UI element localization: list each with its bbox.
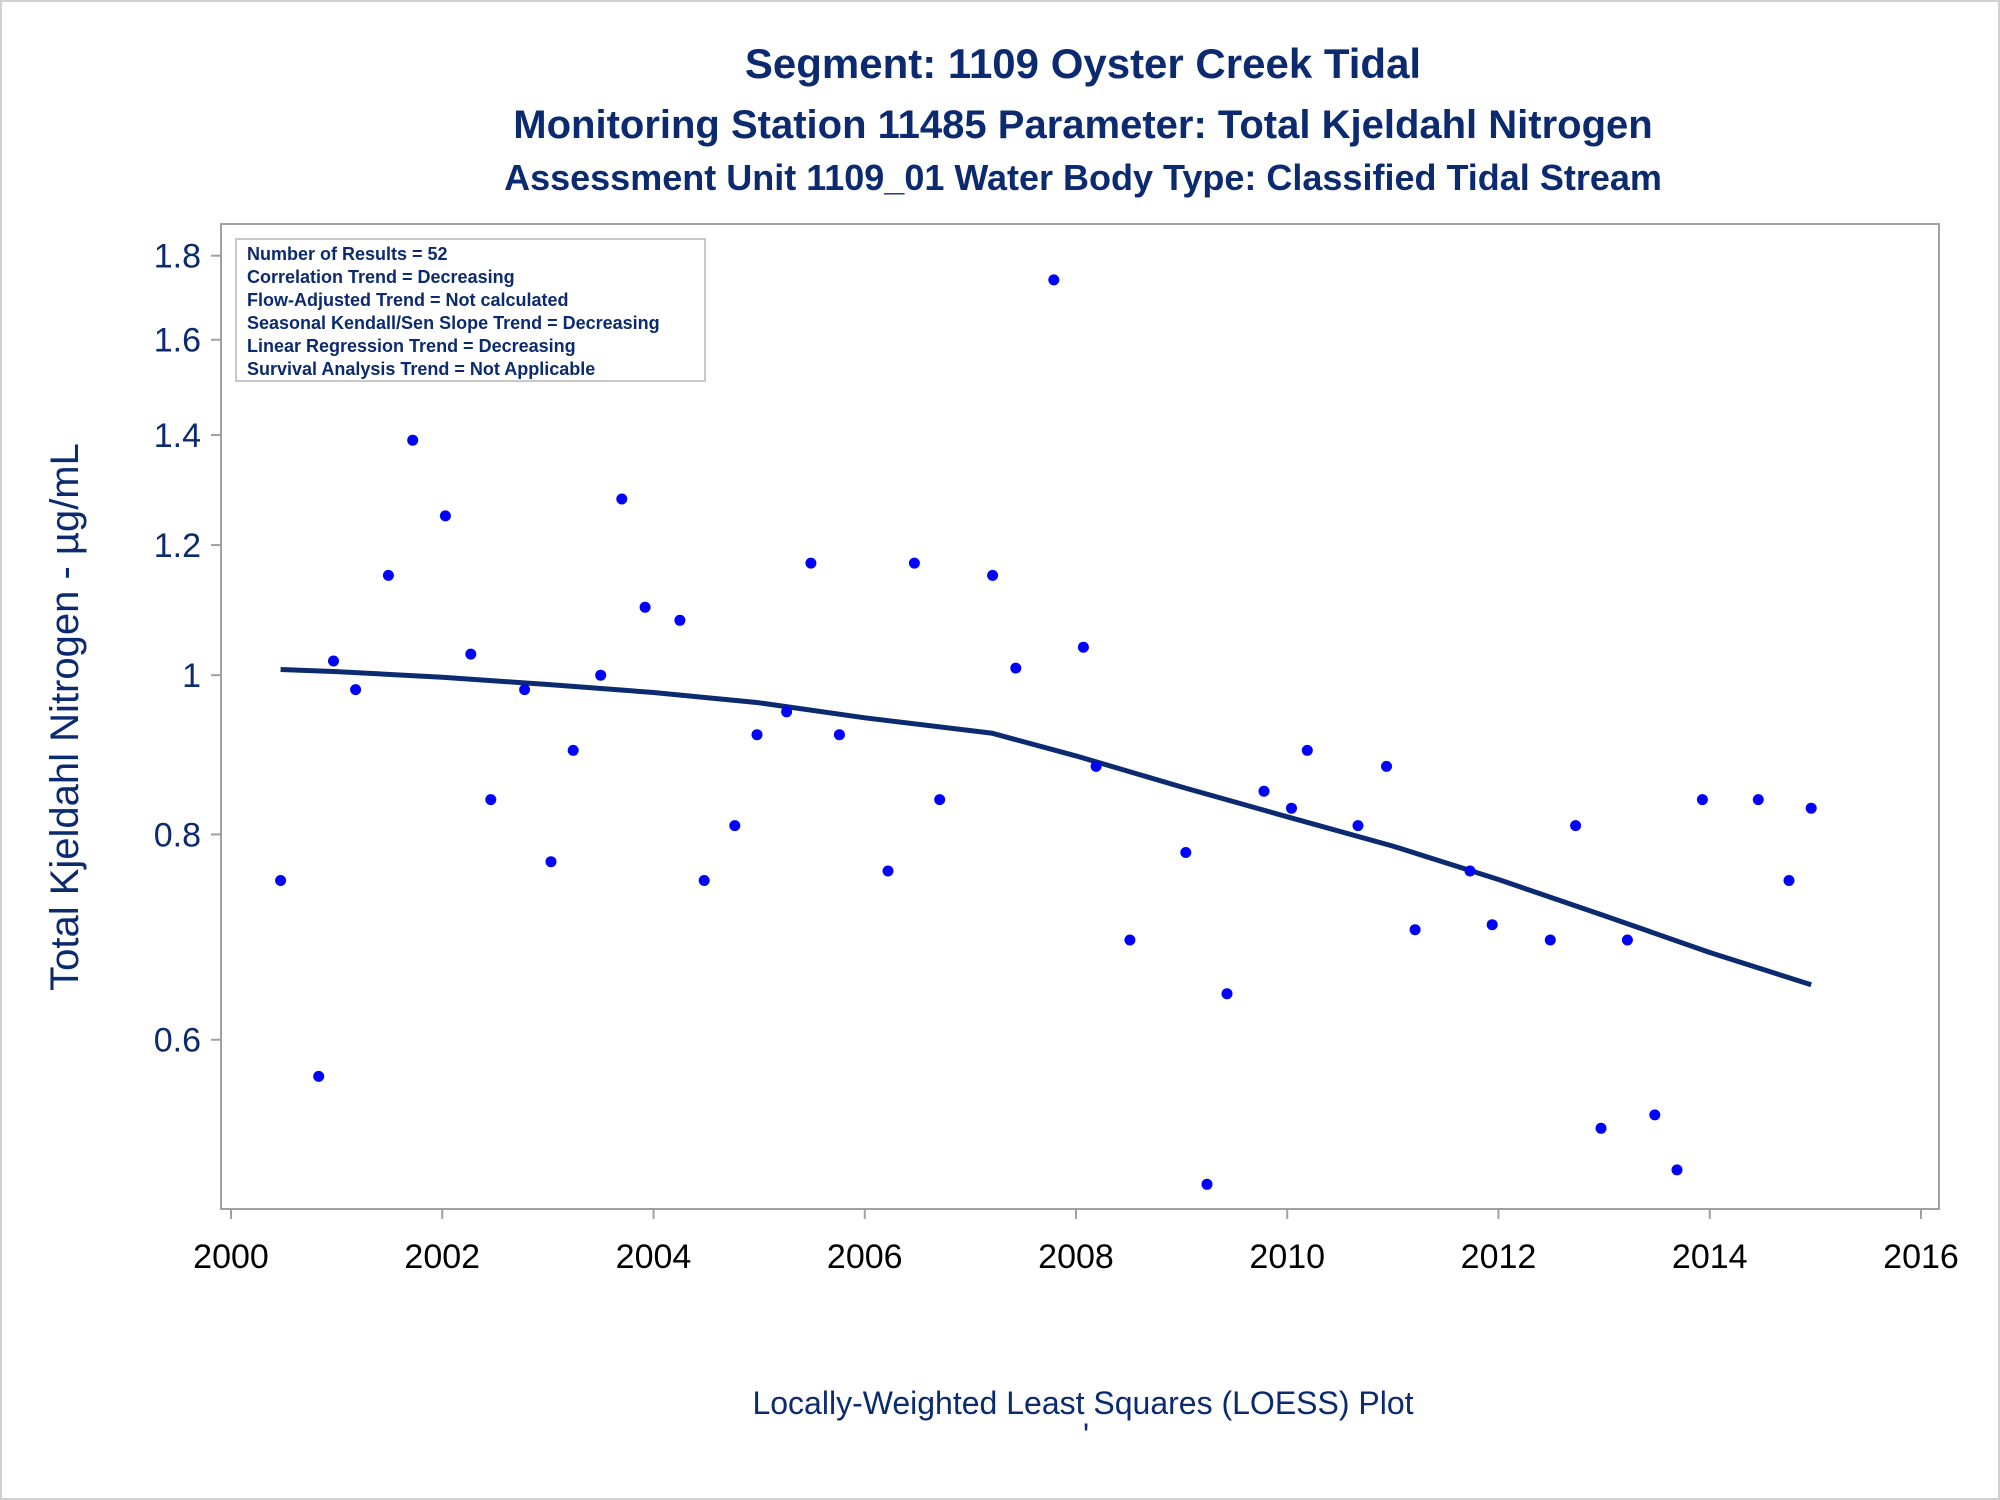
- data-point: [1090, 760, 1102, 772]
- data-point: [407, 434, 419, 446]
- stats-line-seasonal-kendall: Seasonal Kendall/Sen Slope Trend = Decre…: [247, 313, 660, 333]
- data-point: [1077, 641, 1089, 653]
- data-point: [1486, 919, 1498, 931]
- data-point: [1258, 785, 1270, 797]
- stats-line-linear-regression: Linear Regression Trend = Decreasing: [247, 336, 576, 356]
- x-axis: 2000 2002 2004 2006 2008 2010 2012 2014 2016: [193, 1209, 1959, 1276]
- y-axis: 0.6 0.8 1 1.2 1.4 1.6 1.8: [154, 238, 221, 1060]
- y-tick-label: 1: [182, 657, 201, 695]
- data-point: [1595, 1122, 1607, 1134]
- y-tick-label: 0.8: [154, 816, 201, 854]
- data-point: [1301, 744, 1313, 756]
- y-tick-label: 1.4: [154, 417, 201, 455]
- data-point: [1783, 875, 1795, 886]
- data-point: [1286, 802, 1297, 814]
- data-point: [882, 865, 894, 877]
- data-point: [1544, 934, 1556, 946]
- x-tick-label: 2006: [827, 1238, 903, 1276]
- data-point: [908, 557, 920, 569]
- data-point: [751, 729, 763, 741]
- data-point: [987, 569, 999, 581]
- loess-layer: [280, 667, 1812, 988]
- data-point: [1221, 988, 1233, 1000]
- data-point: [1201, 1178, 1213, 1190]
- data-point: [1409, 924, 1421, 936]
- x-tick-label: 2004: [616, 1238, 692, 1276]
- x-tick-label: 2014: [1672, 1238, 1748, 1276]
- data-point: [519, 684, 531, 696]
- data-point: [350, 684, 362, 696]
- data-point: [1352, 820, 1364, 832]
- data-point: [1671, 1164, 1683, 1176]
- data-point: [1010, 662, 1022, 674]
- footer-tick-mark: ': [1083, 1417, 1089, 1453]
- data-point: [833, 729, 845, 741]
- data-point: [1752, 794, 1764, 806]
- loess-trend-line: [280, 667, 1812, 988]
- stats-line-flow-adjusted: Flow-Adjusted Trend = Not calculated: [247, 290, 569, 310]
- data-point: [805, 557, 817, 569]
- data-point: [275, 875, 287, 886]
- stats-line-correlation: Correlation Trend = Decreasing: [247, 267, 515, 287]
- x-tick-label: 2010: [1249, 1238, 1325, 1276]
- data-point: [328, 655, 339, 667]
- data-point: [485, 794, 497, 806]
- y-axis-label: Total Kjeldahl Nitrogen - µg/mL: [43, 443, 87, 991]
- data-point: [1048, 274, 1060, 286]
- y-tick-label: 1.6: [154, 322, 201, 360]
- stats-line-survival: Survival Analysis Trend = Not Applicable: [247, 359, 595, 379]
- data-point: [639, 601, 651, 613]
- data-point: [382, 569, 394, 581]
- data-point: [1180, 847, 1192, 858]
- data-point: [1381, 760, 1392, 772]
- chart-title: Segment: 1109 Oyster Creek Tidal: [745, 40, 1421, 87]
- x-tick-label: 2016: [1883, 1238, 1959, 1276]
- data-point: [545, 856, 557, 868]
- data-point: [1696, 794, 1708, 806]
- data-point: [439, 510, 451, 522]
- data-point: [781, 706, 793, 718]
- data-point: [1621, 934, 1633, 946]
- stats-box: Number of Results = 52 Correlation Trend…: [235, 238, 706, 382]
- data-point: [465, 648, 477, 660]
- scatter-points: [275, 274, 1817, 1190]
- stats-line-results: Number of Results = 52: [247, 244, 448, 264]
- chart-subtitle-station: Monitoring Station 11485 Parameter: Tota…: [513, 103, 1652, 147]
- data-point: [1124, 934, 1136, 946]
- data-point: [674, 614, 686, 626]
- stats-box-border: [235, 238, 706, 382]
- plot-type-label: Locally-Weighted Least Squares (LOESS) P…: [752, 1385, 1413, 1421]
- data-point: [567, 744, 579, 756]
- x-tick-label: 2008: [1038, 1238, 1114, 1276]
- data-point: [1570, 820, 1582, 832]
- data-point: [1464, 865, 1476, 877]
- data-point: [616, 493, 628, 505]
- data-point: [934, 794, 946, 806]
- data-point: [698, 875, 710, 886]
- x-tick-label: 2012: [1461, 1238, 1537, 1276]
- y-tick-label: 1.8: [154, 238, 201, 276]
- data-point: [1805, 802, 1817, 814]
- y-tick-label: 1.2: [154, 527, 201, 565]
- chart-subtitle-assessment: Assessment Unit 1109_01 Water Body Type:…: [504, 157, 1662, 198]
- data-point: [1649, 1109, 1661, 1121]
- y-tick-label: 0.6: [154, 1022, 201, 1060]
- data-point: [313, 1070, 325, 1082]
- x-tick-label: 2002: [404, 1238, 480, 1276]
- plot-area: [220, 223, 1940, 1210]
- x-tick-label: 2000: [193, 1238, 269, 1276]
- data-point: [729, 820, 741, 832]
- data-point: [595, 669, 607, 681]
